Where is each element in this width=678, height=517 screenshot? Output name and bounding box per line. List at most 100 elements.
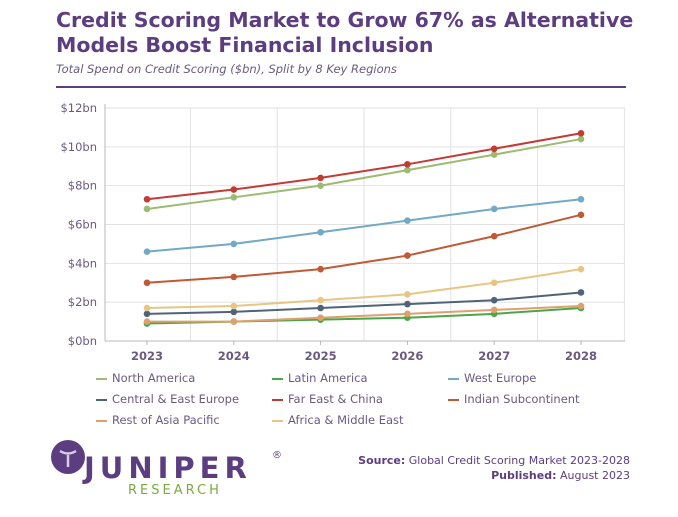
legend-swatch (448, 377, 459, 380)
data-point-africa-middle-east (404, 291, 411, 298)
data-point-indian-subcontinent (577, 211, 585, 219)
data-point-africa-middle-east (230, 302, 238, 310)
legend-label: Rest of Asia Pacific (112, 413, 220, 427)
legend-item: Far East & China (272, 392, 383, 406)
series-line-west-europe (146, 198, 582, 253)
x-tick-label: 2026 (391, 349, 423, 363)
legend-swatch (448, 398, 459, 401)
data-point-west-europe (490, 205, 498, 213)
data-point-rest-of-asia-pacific (577, 302, 585, 310)
data-point-west-europe (404, 217, 411, 224)
published-label: Published: (491, 469, 557, 482)
legend-swatch (272, 419, 283, 422)
data-point-north-america (230, 194, 238, 201)
source-value: Global Credit Scoring Market 2023-2028 (408, 454, 630, 467)
series-line-north-america (146, 138, 582, 210)
data-point-africa-middle-east (490, 279, 498, 287)
logo-text: JUNIPER (82, 451, 252, 485)
data-point-rest-of-asia-pacific (230, 318, 238, 325)
x-tick-label: 2024 (218, 349, 250, 363)
chart-title: Credit Scoring Market to Grow 67% as Alt… (56, 8, 634, 57)
data-point-indian-subcontinent (317, 265, 324, 273)
x-tick-label: 2025 (305, 349, 337, 363)
series-line-indian-subcontinent (146, 213, 582, 284)
data-point-rest-of-asia-pacific (317, 314, 324, 322)
data-point-rest-of-asia-pacific (143, 318, 151, 325)
legend-item: West Europe (448, 371, 536, 385)
legend-label: North America (112, 371, 196, 385)
logo-subtext: RESEARCH (128, 483, 222, 496)
series-line-central-east-europe (146, 291, 582, 315)
data-point-north-america (577, 135, 585, 143)
data-point-indian-subcontinent (143, 279, 151, 287)
data-point-west-europe (230, 240, 238, 248)
data-point-africa-middle-east (317, 296, 324, 304)
x-tick-label: 2028 (565, 349, 597, 363)
legend-item: Latin America (272, 371, 368, 385)
published-value: August 2023 (560, 469, 630, 482)
y-tick-label: $0bn (68, 334, 97, 348)
data-point-west-europe (577, 195, 585, 203)
data-point-central-east-europe (230, 308, 238, 316)
y-tick-label: $4bn (68, 256, 97, 270)
data-point-central-east-europe (317, 304, 324, 312)
data-point-north-america (490, 151, 498, 158)
series-line-rest-of-asia-pacific (147, 305, 582, 323)
legend-label: Far East & China (288, 392, 383, 406)
series-line-africa-middle-east (146, 268, 582, 309)
legend-item: Indian Subcontinent (448, 392, 580, 406)
y-tick-label: $10bn (60, 140, 97, 154)
data-point-far-east-china (404, 161, 411, 168)
data-point-rest-of-asia-pacific (404, 310, 411, 318)
legend-label: Africa & Middle East (288, 413, 404, 427)
source-label: Source: (358, 454, 406, 467)
data-point-africa-middle-east (577, 265, 585, 273)
data-point-indian-subcontinent (490, 232, 498, 240)
juniper-logo: JUNIPER ® RESEARCH (51, 440, 282, 496)
data-point-north-america (404, 166, 411, 174)
data-point-central-east-europe (490, 296, 498, 304)
data-point-central-east-europe (404, 300, 411, 308)
legend-swatch (96, 398, 107, 401)
data-point-west-europe (143, 248, 151, 255)
x-tick-label: 2023 (131, 349, 163, 363)
legend-label: Latin America (288, 371, 368, 385)
legend-label: Indian Subcontinent (464, 392, 580, 406)
legend-swatch (272, 377, 283, 380)
chart-subtitle: Total Spend on Credit Scoring ($bn), Spl… (56, 62, 397, 76)
series-line-far-east-china (146, 132, 582, 201)
y-tick-label: $6bn (68, 218, 97, 232)
legend-label: Central & East Europe (112, 392, 240, 406)
data-point-rest-of-asia-pacific (490, 306, 498, 314)
data-point-west-europe (317, 228, 324, 236)
legend-swatch (96, 419, 107, 422)
data-point-far-east-china (143, 195, 151, 203)
svg-text:®: ® (272, 450, 282, 461)
title-divider (56, 86, 626, 88)
legend-item: Africa & Middle East (272, 413, 404, 427)
legend-item: Central & East Europe (96, 392, 239, 406)
data-point-indian-subcontinent (404, 252, 411, 259)
y-tick-label: $12bn (60, 101, 97, 115)
legend-swatch (96, 377, 107, 380)
legend-item: North America (96, 371, 195, 385)
data-point-far-east-china (230, 186, 238, 193)
data-point-far-east-china (490, 145, 498, 153)
y-tick-label: $2bn (68, 295, 97, 309)
data-point-far-east-china (577, 129, 585, 137)
legend-item: Rest of Asia Pacific (96, 413, 220, 427)
data-point-indian-subcontinent (230, 273, 238, 281)
y-tick-label: $8bn (68, 179, 97, 193)
data-point-far-east-china (317, 174, 324, 182)
legend-swatch (272, 398, 283, 401)
data-point-central-east-europe (143, 310, 151, 318)
data-point-central-east-europe (577, 289, 585, 296)
data-point-north-america (143, 205, 151, 213)
x-tick-label: 2027 (478, 349, 510, 363)
legend-label: West Europe (464, 371, 537, 385)
data-point-north-america (317, 182, 324, 189)
source-note: Source: Global Credit Scoring Market 202… (358, 453, 630, 483)
data-point-africa-middle-east (143, 304, 151, 312)
